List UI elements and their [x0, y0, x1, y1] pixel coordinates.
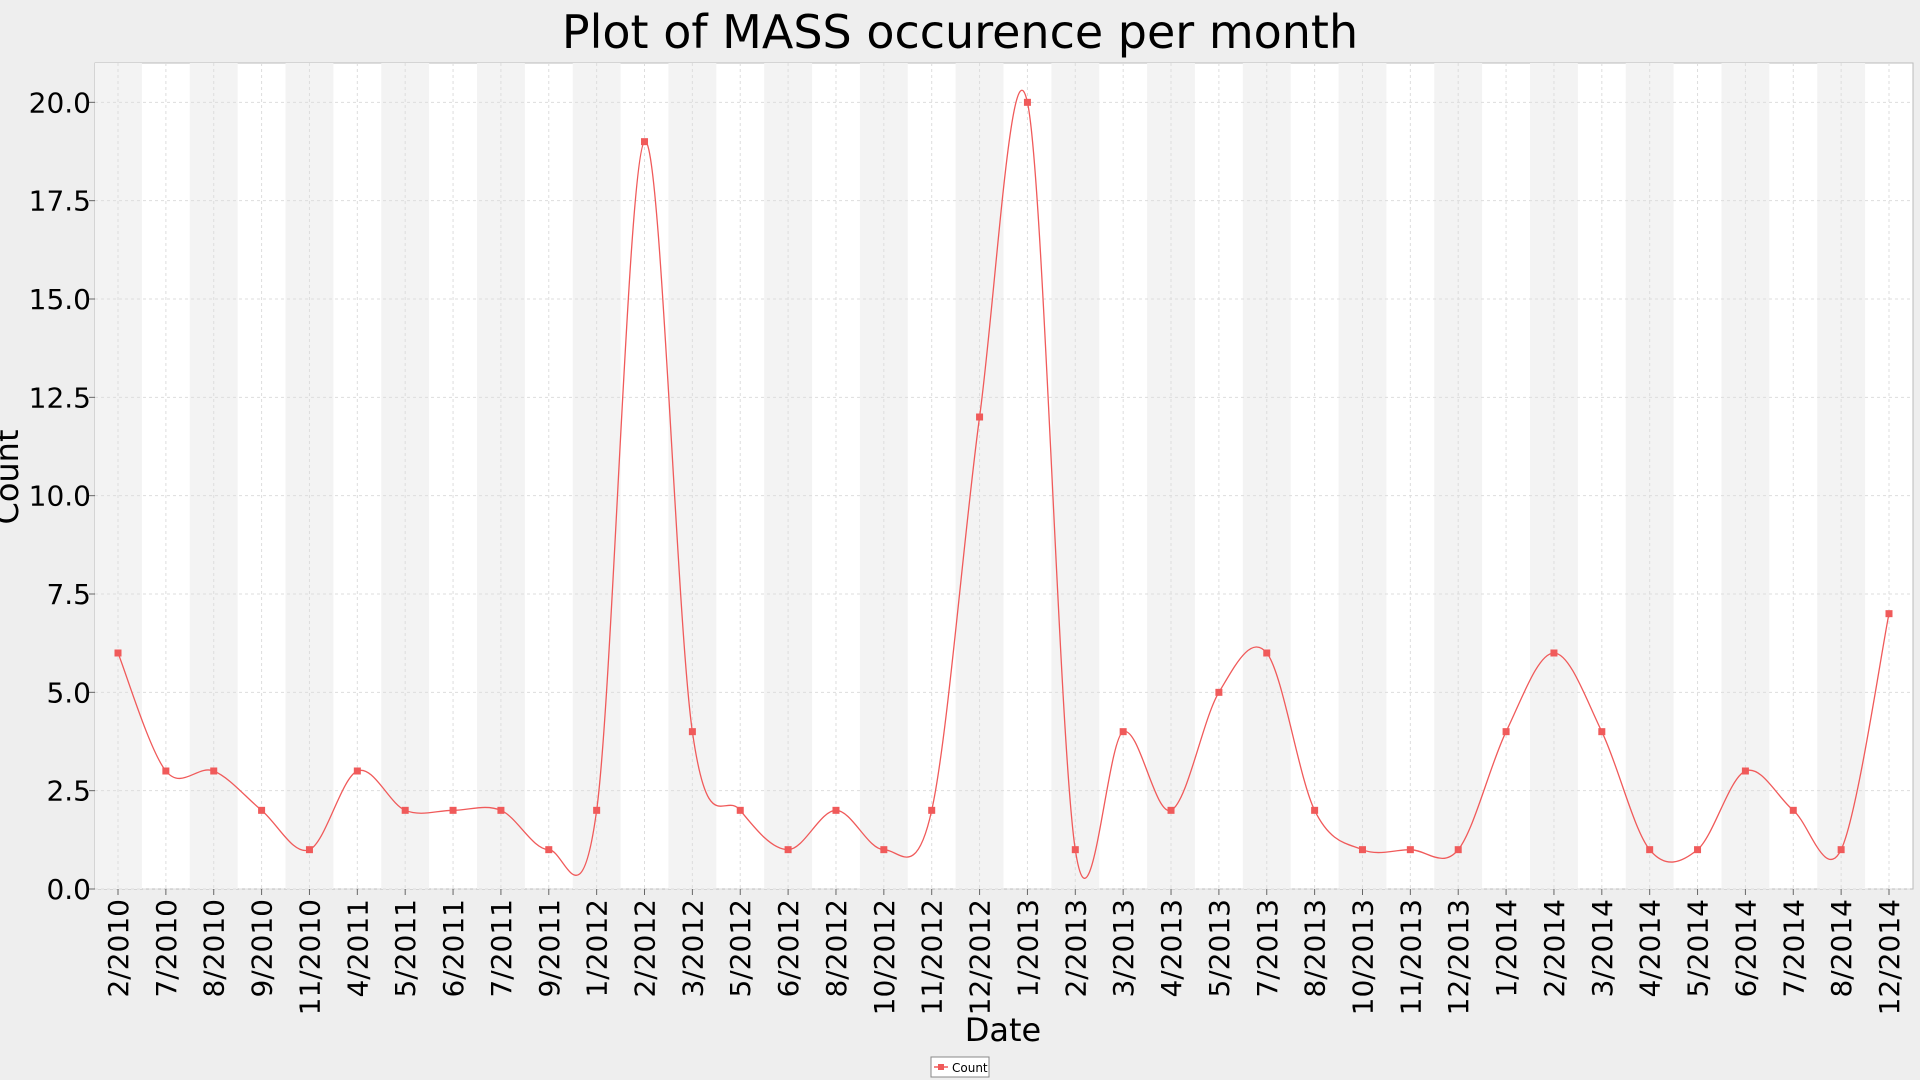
data-point-10	[593, 806, 601, 814]
xtick-label-17: 11/2012	[916, 899, 949, 1015]
xtick-label-6: 5/2011	[389, 899, 422, 998]
xtick-label-12: 3/2012	[676, 899, 709, 998]
data-point-29	[1502, 728, 1510, 736]
x-axis-ticks: 2/2010 7/2010 8/2010 9/2010 11/2010 4/2011 5/2…	[102, 889, 1906, 1015]
xtick-label-14: 6/2012	[772, 899, 805, 998]
xtick-label-24: 7/2013	[1251, 899, 1284, 998]
ytick-label-8: 20.0	[29, 86, 91, 119]
xtick-label-32: 4/2014	[1634, 899, 1667, 998]
data-point-5	[353, 767, 361, 775]
ytick-label-0: 0.0	[46, 873, 91, 906]
xtick-label-2: 8/2010	[198, 899, 231, 998]
xtick-label-5: 4/2011	[341, 899, 374, 998]
xtick-label-31: 3/2014	[1586, 899, 1619, 998]
xtick-label-13: 5/2012	[724, 899, 757, 998]
xtick-label-28: 12/2013	[1442, 899, 1475, 1015]
xtick-label-29: 1/2014	[1490, 899, 1523, 998]
xtick-label-26: 10/2013	[1346, 899, 1379, 1015]
data-point-21	[1119, 728, 1127, 736]
xtick-label-20: 2/2013	[1059, 899, 1092, 998]
data-point-0	[114, 649, 122, 657]
xtick-label-0: 2/2010	[102, 899, 135, 998]
xtick-label-9: 9/2011	[533, 899, 566, 998]
xtick-label-18: 12/2012	[964, 899, 997, 1015]
xtick-label-7: 6/2011	[437, 899, 470, 998]
ytick-label-3: 7.5	[46, 578, 91, 611]
y-axis-label: Count	[0, 429, 26, 524]
data-point-19	[1023, 98, 1031, 106]
data-point-33	[1694, 846, 1702, 854]
data-point-26	[1358, 846, 1366, 854]
xtick-label-1: 7/2010	[150, 899, 183, 998]
xtick-label-10: 1/2012	[581, 899, 614, 998]
ytick-label-5: 12.5	[29, 381, 91, 414]
xtick-label-4: 11/2010	[293, 899, 326, 1015]
data-point-1	[162, 767, 170, 775]
xtick-label-16: 10/2012	[868, 899, 901, 1015]
xtick-label-21: 3/2013	[1107, 899, 1140, 998]
data-point-30	[1550, 649, 1558, 657]
legend: Count	[930, 1056, 990, 1078]
data-point-8	[497, 806, 505, 814]
data-point-3	[258, 806, 266, 814]
data-point-15	[832, 806, 840, 814]
grid	[95, 63, 1913, 890]
xtick-label-34: 6/2014	[1729, 899, 1762, 998]
data-point-7	[449, 806, 457, 814]
xtick-label-15: 8/2012	[820, 899, 853, 998]
xtick-label-30: 2/2014	[1538, 899, 1571, 998]
xtick-label-19: 1/2013	[1011, 899, 1044, 998]
data-point-16	[880, 846, 888, 854]
y-axis-ticks: 0.0 2.5 5.0 7.5 10.0 12.5 15.0 17.5 20.0	[29, 86, 95, 906]
legend-box	[930, 1056, 990, 1078]
ytick-label-2: 5.0	[46, 676, 91, 709]
data-point-27	[1406, 846, 1414, 854]
data-point-9	[545, 846, 553, 854]
data-point-2	[210, 767, 218, 775]
legend-marker	[938, 1064, 944, 1070]
data-point-22	[1167, 806, 1175, 814]
data-point-28	[1454, 846, 1462, 854]
data-point-4	[305, 846, 313, 854]
data-point-20	[1071, 846, 1079, 854]
xtick-label-35: 7/2014	[1777, 899, 1810, 998]
data-point-13	[736, 806, 744, 814]
data-point-11	[641, 138, 649, 146]
ytick-label-1: 2.5	[46, 775, 91, 808]
ytick-label-6: 15.0	[29, 283, 91, 316]
xtick-label-3: 9/2010	[246, 899, 279, 998]
data-point-32	[1646, 846, 1654, 854]
xtick-label-25: 8/2013	[1299, 899, 1332, 998]
chart-title: Plot of MASS occurence per month	[562, 5, 1358, 59]
data-point-36	[1837, 846, 1845, 854]
xtick-label-22: 4/2013	[1155, 899, 1188, 998]
data-point-17	[928, 806, 936, 814]
xtick-label-37: 12/2014	[1873, 899, 1906, 1015]
data-point-25	[1311, 806, 1319, 814]
ytick-label-4: 10.0	[29, 480, 91, 513]
xtick-label-33: 5/2014	[1682, 899, 1715, 998]
data-point-12	[688, 728, 696, 736]
series-count	[114, 89, 1893, 879]
data-point-18	[976, 413, 984, 421]
data-point-34	[1741, 767, 1749, 775]
x-axis-label: Date	[965, 1011, 1041, 1049]
xtick-label-8: 7/2011	[485, 899, 518, 998]
data-point-6	[401, 806, 409, 814]
data-point-35	[1789, 806, 1797, 814]
xtick-label-11: 2/2012	[629, 899, 662, 998]
data-point-14	[784, 846, 792, 854]
xtick-label-27: 11/2013	[1394, 899, 1427, 1015]
data-point-31	[1598, 728, 1606, 736]
xtick-label-36: 8/2014	[1825, 899, 1858, 998]
xtick-label-23: 5/2013	[1203, 899, 1236, 998]
data-point-37	[1885, 610, 1893, 618]
data-point-23	[1215, 688, 1223, 696]
ytick-label-7: 17.5	[29, 185, 91, 218]
data-point-24	[1263, 649, 1271, 657]
legend-label: Count	[952, 1061, 988, 1075]
